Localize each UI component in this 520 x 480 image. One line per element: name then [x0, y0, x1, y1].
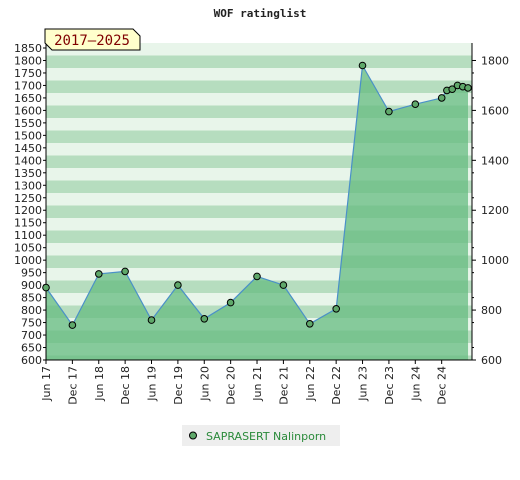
y-left-tick-label: 850 — [21, 292, 42, 305]
x-tick-label: Jun 19 — [146, 366, 159, 402]
y-left-tick-label: 750 — [21, 317, 42, 330]
y-left-tick-label: 1850 — [14, 42, 42, 55]
x-tick-label: Dec 21 — [277, 366, 290, 405]
data-point — [332, 305, 341, 313]
data-point — [253, 272, 261, 281]
data-point — [226, 298, 235, 307]
background-stripe — [46, 93, 472, 106]
y-left-tick-label: 1650 — [14, 92, 42, 105]
background-stripe — [46, 80, 472, 93]
x-tick-label: Dec 23 — [383, 366, 396, 405]
y-left-tick-label: 1000 — [14, 254, 42, 267]
y-right-tick-label: 800 — [481, 304, 502, 317]
markers — [42, 61, 472, 329]
y-right-tick-label: 1600 — [481, 104, 509, 117]
y-left-tick-label: 1150 — [14, 217, 42, 230]
y-left-tick-label: 650 — [21, 342, 42, 355]
x-tick-label: Jun 21 — [251, 366, 264, 402]
data-point — [95, 270, 103, 278]
y-left-tick-label: 1750 — [14, 67, 42, 80]
x-tick-label: Dec 22 — [330, 366, 343, 405]
data-point — [121, 267, 129, 276]
legend-marker — [189, 431, 197, 440]
data-point — [464, 84, 472, 92]
y-left-tick-label: 1500 — [14, 129, 42, 142]
y-left-tick-label: 1350 — [14, 167, 42, 180]
x-tick-label: Jun 22 — [304, 366, 317, 402]
legend-series-label: SAPRASERT Nalinporn — [206, 430, 326, 443]
series-area — [46, 65, 469, 360]
y-left-tick-label: 1600 — [14, 104, 42, 117]
background-stripe — [46, 55, 472, 68]
x-tick-label: Dec 19 — [172, 366, 185, 405]
data-point — [147, 316, 156, 324]
range-label: 2017–2025 — [54, 33, 130, 49]
data-point — [68, 321, 77, 329]
x-tick-label: Dec 20 — [225, 366, 238, 405]
x-tick-label: Jun 17 — [40, 366, 53, 402]
x-tick-label: Jun 20 — [198, 366, 211, 402]
y-left-tick-label: 950 — [21, 267, 42, 280]
data-point — [174, 281, 182, 289]
y-left-tick-label: 900 — [21, 279, 42, 292]
y-left-tick-label: 1200 — [14, 204, 42, 217]
y-left-tick-label: 800 — [21, 304, 42, 317]
data-point — [385, 107, 393, 116]
y-left-tick-label: 1100 — [14, 229, 42, 242]
chart-title: WOF ratinglist — [214, 7, 307, 20]
background-stripe — [46, 43, 472, 56]
y-right-tick-label: 1000 — [481, 254, 509, 267]
data-point — [411, 100, 420, 108]
y-left-tick-label: 600 — [21, 354, 42, 367]
y-left-tick-label: 700 — [21, 329, 42, 342]
background-stripe — [46, 68, 472, 81]
data-point — [448, 85, 457, 93]
y-left-tick-label: 1800 — [14, 54, 42, 67]
x-tick-label: Jun 18 — [93, 366, 106, 402]
axes: 6006507007508008509009501000105011001150… — [14, 42, 509, 405]
data-point — [358, 61, 367, 70]
legend-box — [182, 425, 340, 446]
range-label-box: 2017–2025 — [44, 28, 141, 51]
legend: SAPRASERT Nalinporn — [182, 425, 340, 446]
data-point — [200, 315, 209, 323]
x-tick-label: Jun 24 — [409, 366, 422, 402]
data-point — [42, 283, 50, 292]
y-left-tick-label: 1550 — [14, 117, 42, 130]
data-point — [437, 94, 446, 102]
y-right-tick-label: 1200 — [481, 204, 509, 217]
y-right-tick-label: 1800 — [481, 54, 509, 67]
y-left-tick-label: 1400 — [14, 154, 42, 167]
y-right-tick-label: 600 — [481, 354, 502, 367]
data-point — [279, 281, 288, 289]
y-left-tick-label: 1300 — [14, 179, 42, 192]
y-left-tick-label: 1450 — [14, 142, 42, 155]
y-left-tick-label: 1050 — [14, 242, 42, 255]
range-label-shape — [44, 28, 141, 51]
x-tick-label: Dec 18 — [119, 366, 132, 405]
x-tick-label: Jun 23 — [357, 366, 370, 402]
y-left-tick-label: 1250 — [14, 192, 42, 205]
x-tick-label: Dec 24 — [436, 366, 449, 405]
y-right-tick-label: 1400 — [481, 154, 509, 167]
y-left-tick-label: 1700 — [14, 79, 42, 92]
x-tick-label: Dec 17 — [66, 366, 79, 405]
data-point — [306, 320, 314, 328]
